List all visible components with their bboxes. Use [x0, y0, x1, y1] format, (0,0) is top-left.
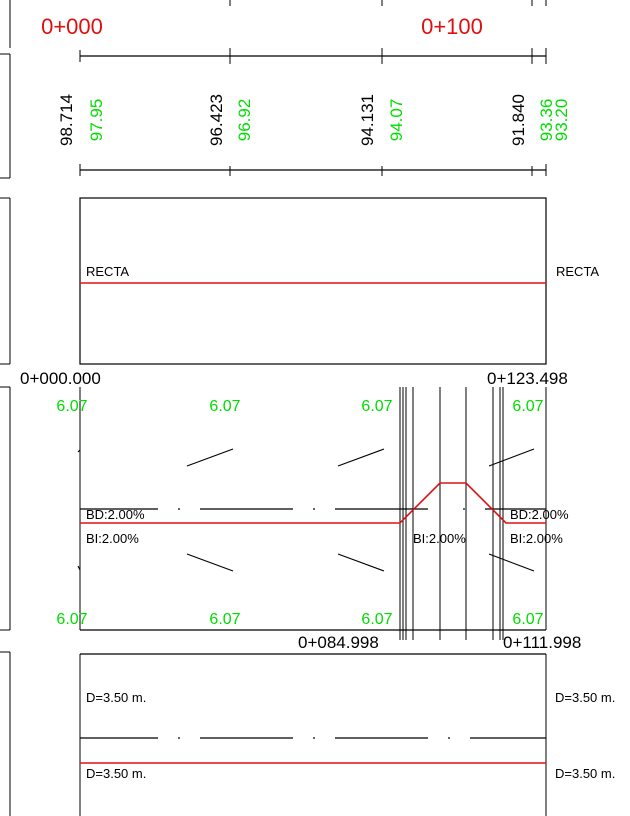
- grade-elevation: 96.92: [235, 99, 254, 142]
- grade-elevation: 93.36: [537, 99, 556, 142]
- superelevation-band: 6.07 6.07 6.07 6.07 6.07 6.07 6.07 6.07: [56, 387, 581, 652]
- lane-width-bottom-left: D=3.50 m.: [86, 766, 146, 781]
- alignment-box: [79, 197, 547, 365]
- alignment-band: RECTA RECTA 0+000.000 0+123.498: [20, 197, 599, 388]
- grade-elevation: 97.95: [87, 99, 106, 142]
- terrain-elevation: 91.840: [509, 94, 528, 146]
- bi-mid-label: BI:2.00%: [413, 531, 466, 546]
- grade-elevation: 94.07: [387, 99, 406, 142]
- grade-elevation: 93.20: [552, 99, 571, 142]
- elevation-band: 98.714 97.95 96.423 96.92 94.131 94.07 9…: [57, 94, 571, 176]
- width-bottom: 6.07: [512, 611, 543, 628]
- lane-width-top-left: D=3.50 m.: [86, 690, 146, 705]
- lane-width-bottom-right: D=3.50 m.: [555, 766, 615, 781]
- bd-left-label: BD:2.00%: [86, 507, 145, 522]
- width-top: 6.07: [361, 398, 392, 415]
- transition-end-station: 0+111.998: [503, 633, 581, 652]
- width-bottom: 6.07: [209, 611, 240, 628]
- terrain-elevation: 94.131: [358, 94, 377, 146]
- width-bottom: 6.07: [361, 611, 392, 628]
- width-top: 6.07: [512, 398, 543, 415]
- bi-left-label: BI:2.00%: [86, 531, 139, 546]
- transition-start-station: 0+084.998: [298, 633, 379, 652]
- alignment-start-station: 0+000.000: [20, 369, 101, 388]
- bi-right-label: BI:2.00%: [510, 531, 563, 546]
- lanes-band: D=3.50 m. D=3.50 m. D=3.50 m. D=3.50 m.: [79, 653, 615, 816]
- alignment-right-label: RECTA: [556, 264, 599, 279]
- width-top: 6.07: [209, 398, 240, 415]
- slope-arrows: [77, 448, 535, 572]
- alignment-left-label: RECTA: [86, 264, 129, 279]
- bd-right-label: BD:2.00%: [510, 507, 569, 522]
- station-label-100: 0+100: [421, 14, 483, 39]
- station-label-0: 0+000: [41, 14, 103, 39]
- transition-lines: [399, 387, 504, 640]
- lane-width-top-right: D=3.50 m.: [555, 690, 615, 705]
- alignment-end-station: 0+123.498: [487, 369, 568, 388]
- width-bottom: 6.07: [56, 611, 87, 628]
- station-band: 0+000 0+100: [41, 0, 547, 64]
- superelevation-profile: [80, 482, 546, 524]
- terrain-elevation: 96.423: [207, 94, 226, 146]
- terrain-elevation: 98.714: [57, 94, 76, 146]
- width-top: 6.07: [56, 398, 87, 415]
